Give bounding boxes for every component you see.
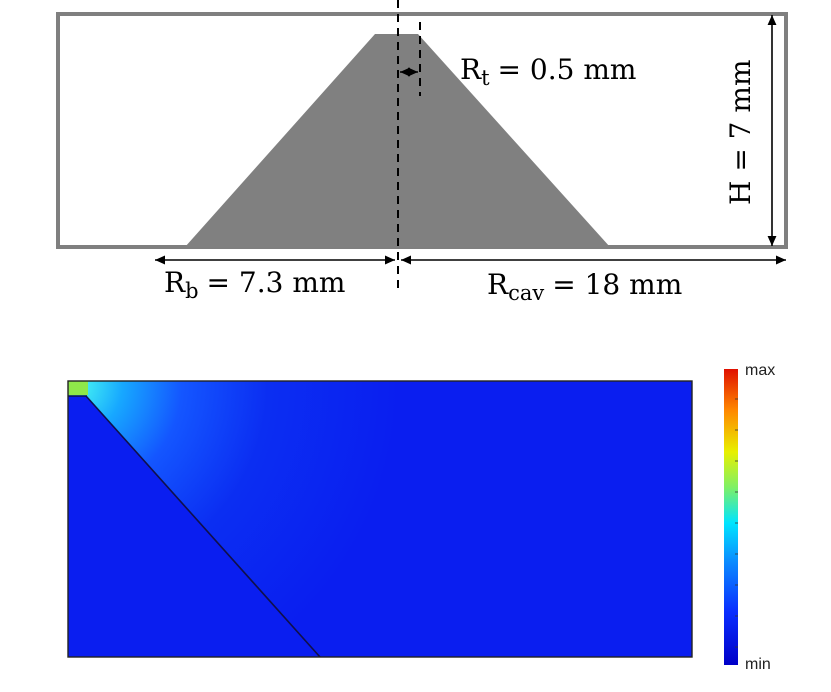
cone-boundary xyxy=(85,395,321,658)
plot-frame xyxy=(67,380,693,658)
top-gap-region xyxy=(68,381,88,395)
geometry-diagram: Rt = 0.5 mm H = 7 mm Rb = 7.3 mm Rcav = 18 … xyxy=(56,0,788,305)
colorbar-gradient xyxy=(724,369,738,665)
cone-interior-region xyxy=(68,396,320,657)
colorbar-max-label: max xyxy=(745,362,775,379)
colorbar-min-label: min xyxy=(745,656,771,673)
height-label: H = 7 mm xyxy=(724,60,757,206)
rt-label: Rt = 0.5 mm xyxy=(460,53,636,90)
field-plot xyxy=(67,380,693,658)
rb-label: Rb = 7.3 mm xyxy=(164,266,345,303)
colorbar-ticks xyxy=(735,398,738,648)
colorbar: max min xyxy=(724,362,775,673)
rcav-label: Rcav = 18 mm xyxy=(487,268,682,305)
